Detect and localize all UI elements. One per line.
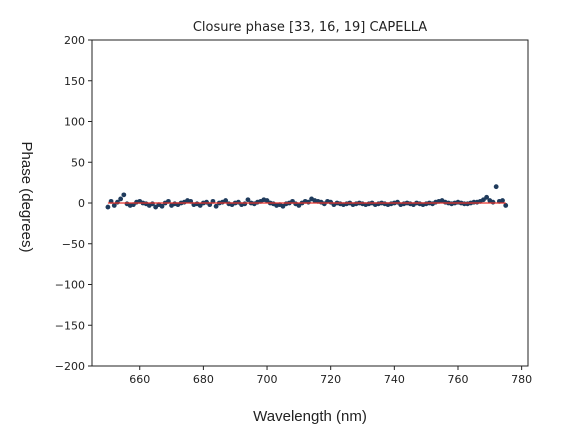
y-tick-label: −150	[55, 319, 85, 332]
x-tick-label: 740	[384, 373, 405, 386]
y-axis: 200 150 100 50 0 −50 −100 −150 −200	[55, 34, 92, 373]
y-tick-label: 200	[64, 34, 85, 47]
x-axis-label: Wavelength (nm)	[253, 408, 367, 425]
data-point	[500, 198, 505, 203]
data-point	[159, 203, 165, 209]
x-axis: 660 680 700 720 740 760 780	[129, 366, 532, 386]
y-tick-label: 0	[78, 197, 85, 210]
x-tick-label: 760	[447, 373, 468, 386]
data-point	[118, 196, 124, 202]
x-tick-label: 680	[193, 373, 214, 386]
data-point	[490, 199, 496, 205]
data-point	[111, 203, 117, 208]
data-point	[503, 203, 509, 208]
data-point	[484, 194, 490, 200]
series-layer	[105, 184, 509, 210]
y-tick-label: 50	[71, 156, 85, 169]
y-tick-label: −50	[62, 238, 85, 251]
x-tick-label: 700	[257, 373, 278, 386]
x-tick-label: 720	[320, 373, 341, 386]
chart-title: Closure phase [33, 16, 19] CAPELLA	[193, 20, 427, 35]
data-point	[121, 192, 127, 198]
x-tick-label: 660	[129, 373, 150, 386]
y-tick-label: −100	[55, 279, 85, 292]
data-point	[223, 198, 229, 203]
y-tick-label: 150	[64, 75, 85, 88]
x-tick-label: 780	[511, 373, 532, 386]
data-point	[245, 197, 251, 203]
y-tick-label: −200	[55, 360, 85, 373]
data-point	[493, 184, 499, 190]
data-point	[105, 204, 111, 210]
y-tick-label: 100	[64, 116, 85, 129]
data-point	[213, 203, 219, 209]
y-axis-label: Phase (degrees)	[18, 142, 35, 253]
data-point	[242, 201, 248, 207]
